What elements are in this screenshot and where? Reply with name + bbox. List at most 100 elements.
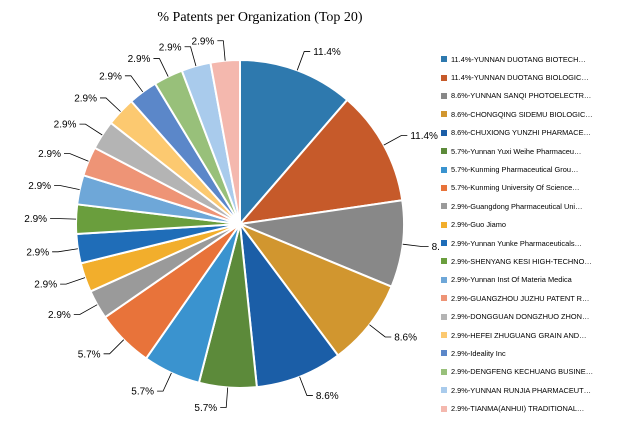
legend-item-7: 5.7%-Kunming Pharmaceutical Grou… (441, 160, 616, 178)
legend-label: 2.9%-GUANGZHOU JUZHU PATENT R… (451, 293, 590, 303)
leader-line-2 (383, 135, 408, 146)
legend-label: 2.9%-YUNNAN RUNJIA PHARMACEUT… (451, 385, 592, 395)
legend-swatch (441, 387, 447, 394)
slice-label-11: 2.9% (26, 247, 49, 258)
legend-swatch (441, 221, 447, 228)
legend-label: 2.9%-SHENYANG KESI HIGH-TECHNO… (451, 256, 592, 266)
legend-label: 2.9%-TIANMA(ANHUI) TRADITIONAL… (451, 404, 585, 414)
leader-line-8 (103, 339, 125, 355)
legend-label: 11.4%-YUNNAN DUOTANG BIOTECH… (451, 54, 586, 64)
leader-line-13 (54, 185, 80, 191)
legend-swatch (441, 92, 447, 99)
slice-label-13: 2.9% (28, 181, 51, 192)
chart-title: % Patents per Organization (Top 20) (157, 10, 363, 25)
legend-label: 5.7%-Yunnan Yuxi Weihe Pharmaceu… (451, 146, 582, 156)
slice-label-17: 2.9% (99, 71, 122, 82)
leader-line-9 (73, 304, 98, 315)
leader-line-11 (52, 248, 78, 253)
legend-item-1: 11.4%-YUNNAN DUOTANG BIOTECH… (441, 50, 616, 68)
leader-line-1 (296, 51, 311, 71)
legend-label: 2.9%-HEFEI ZHUGUANG GRAIN AND… (451, 330, 587, 340)
legend-label: 5.7%-Kunming University Of Science… (451, 183, 580, 193)
leader-line-4 (369, 324, 392, 338)
slice-label-16: 2.9% (74, 93, 97, 104)
legend-item-16: 2.9%-HEFEI ZHUGUANG GRAIN AND… (441, 326, 616, 344)
leader-line-3 (402, 243, 429, 248)
slice-label-1: 11.4% (313, 47, 341, 58)
pie-slice-1 (239, 58, 349, 227)
leader-line-16 (99, 97, 121, 112)
leader-line-18 (153, 58, 169, 77)
legend-swatch (441, 56, 447, 63)
leader-line-14 (63, 153, 89, 162)
legend-label: 8.6%-CHUXIONG YUNZHI PHARMACE… (451, 128, 591, 138)
slice-label-18: 2.9% (128, 54, 151, 65)
legend-label: 11.4%-YUNNAN DUOTANG BIOLOGIC… (451, 73, 589, 83)
legend-item-11: 2.9%-Yunnan Yunke Pharmaceuticals… (441, 234, 616, 252)
slice-label-4: 8.6% (394, 332, 417, 343)
pie-plot-area: 11.4%11.4%8.6%8.6%8.6%5.7%5.7%5.7%2.9%2.… (24, 36, 440, 414)
legend-label: 8.6%-YUNNAN SANQI PHOTOELECTR… (451, 91, 592, 101)
legend-item-5: 8.6%-CHUXIONG YUNZHI PHARMACE… (441, 124, 616, 142)
legend-item-8: 5.7%-Kunming University Of Science… (441, 179, 616, 197)
slice-label-2: 11.4% (410, 131, 438, 142)
legend-label: 8.6%-CHONGQING SIDEMU BIOLOGIC… (451, 109, 593, 119)
legend-label: 2.9%-Yunnan Yunke Pharmaceuticals… (451, 238, 582, 248)
legend-swatch (441, 184, 447, 191)
leader-line-17 (124, 75, 144, 93)
legend-item-4: 8.6%-CHONGQING SIDEMU BIOLOGIC… (441, 105, 616, 123)
slice-label-10: 2.9% (34, 280, 57, 291)
leader-line-20 (217, 40, 226, 61)
legend-swatch (441, 203, 447, 210)
slice-label-8: 5.7% (78, 349, 101, 360)
legend-swatch (441, 148, 447, 155)
legend-swatch (441, 240, 447, 247)
legend-swatch (441, 405, 447, 412)
legend-item-2: 11.4%-YUNNAN DUOTANG BIOLOGIC… (441, 68, 616, 86)
legend-swatch (441, 350, 447, 357)
legend-item-3: 8.6%-YUNNAN SANQI PHOTOELECTR… (441, 87, 616, 105)
slice-label-5: 8.6% (316, 391, 339, 402)
legend-label: 2.9%-Ideality Inc (451, 348, 506, 358)
legend-item-13: 2.9%-Yunnan Inst Of Materia Medica (441, 271, 616, 289)
leader-line-12 (50, 218, 77, 220)
legend-item-18: 2.9%-DENGFENG KECHUANG BUSINE… (441, 363, 616, 381)
pie-slice-5 (238, 220, 340, 389)
legend-item-20: 2.9%-TIANMA(ANHUI) TRADITIONAL… (441, 399, 616, 417)
slice-label-14: 2.9% (38, 149, 61, 160)
slice-label-20: 2.9% (192, 36, 215, 47)
pie-slice-4 (237, 221, 393, 357)
legend-item-12: 2.9%-SHENYANG KESI HIGH-TECHNO… (441, 252, 616, 270)
slice-label-3: 8.6% (432, 242, 440, 253)
legend-swatch (441, 313, 447, 320)
slice-label-6: 5.7% (194, 403, 217, 414)
pie-slice-2 (237, 98, 404, 226)
leader-line-6 (220, 387, 229, 408)
legend-swatch (441, 332, 447, 339)
legend-swatch (441, 129, 447, 136)
legend-label: 2.9%-Yunnan Inst Of Materia Medica (451, 275, 572, 285)
legend-label: 2.9%-Guo Jiamo (451, 220, 507, 230)
slice-label-19: 2.9% (159, 42, 182, 53)
legend-item-10: 2.9%-Guo Jiamo (441, 216, 616, 234)
legend-item-15: 2.9%-DONGGUAN DONGZHUO ZHON… (441, 307, 616, 325)
legend-item-6: 5.7%-Yunnan Yuxi Weihe Pharmaceu… (441, 142, 616, 160)
legend-label: 2.9%-Guangdong Pharmaceutical Uni… (451, 201, 583, 211)
slice-label-12: 2.9% (24, 214, 47, 225)
legend-label: 2.9%-DONGGUAN DONGZHUO ZHON… (451, 312, 590, 322)
leader-line-10 (60, 277, 86, 285)
legend-label: 2.9%-DENGFENG KECHUANG BUSINE… (451, 367, 594, 377)
legend-swatch (441, 368, 447, 375)
legend-swatch (441, 74, 447, 81)
leader-line-15 (79, 123, 103, 136)
leader-line-5 (299, 376, 313, 396)
legend-item-19: 2.9%-YUNNAN RUNJIA PHARMACEUT… (441, 381, 616, 399)
legend-item-14: 2.9%-GUANGZHOU JUZHU PATENT R… (441, 289, 616, 307)
legend-item-17: 2.9%-Ideality Inc (441, 344, 616, 362)
legend-label: 5.7%-Kunming Pharmaceutical Grou… (451, 165, 579, 175)
leader-line-19 (184, 46, 197, 67)
legend-item-9: 2.9%-Guangdong Pharmaceutical Uni… (441, 197, 616, 215)
legend-swatch (441, 276, 447, 283)
legend-swatch (441, 258, 447, 265)
legend-swatch (441, 295, 447, 302)
